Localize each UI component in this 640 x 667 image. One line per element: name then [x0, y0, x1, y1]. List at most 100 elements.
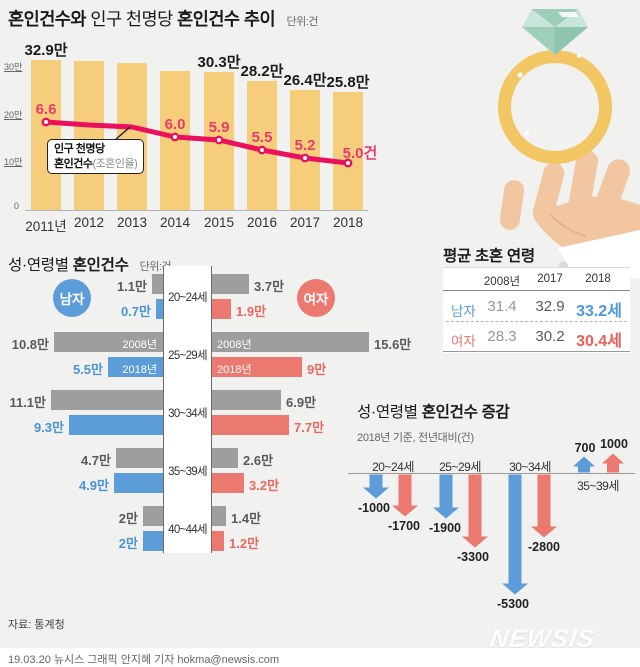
ring-sparkle	[525, 131, 529, 135]
shirt-cuff	[558, 230, 640, 278]
female-value-2018: 1.2만	[229, 536, 260, 551]
female-bar-2018	[212, 473, 244, 493]
male-bar-2008	[143, 506, 163, 526]
female-bar-2018	[212, 531, 224, 551]
male-change-arrow	[363, 474, 389, 499]
line-point	[214, 135, 224, 145]
crude-rate-line	[43, 119, 351, 166]
gold-ring-icon	[498, 50, 612, 164]
line-value-label: 5.5	[251, 129, 273, 146]
callout-line2-rest: (조혼인율)	[92, 157, 138, 170]
ring-sparkle	[517, 72, 523, 78]
female-bar-2018	[212, 299, 231, 319]
change-title-part1: 성·연령별	[357, 404, 418, 421]
male-bar-2008	[152, 274, 163, 294]
trend-bar-value: 25.8만	[326, 74, 370, 91]
male-age-2017: 32.9	[535, 298, 565, 315]
female-bar-2008	[212, 274, 249, 294]
trend-bar	[74, 61, 104, 210]
age-group-label: 20~24세	[168, 292, 207, 304]
age-group-label: 25~29세	[168, 350, 207, 362]
trend-axis-baseline	[25, 210, 368, 211]
callout-pointer	[114, 126, 131, 141]
female-bar-2008	[212, 332, 369, 352]
change-value-label: 1000	[600, 437, 628, 451]
trend-title-part2: 인구 천명당	[90, 9, 173, 29]
line-point	[257, 145, 267, 155]
table-col-2017: 2017	[537, 273, 563, 285]
female-badge: 여자	[297, 279, 335, 317]
table-row-female-label: 여자	[451, 334, 476, 349]
female-year-label-2018: 2018년	[217, 364, 252, 376]
female-year-label-2008: 2008년	[217, 339, 252, 351]
source-note: 자료: 통계청	[8, 619, 65, 631]
trend-x-label: 2014	[159, 215, 191, 230]
line-value-label: 5.9	[208, 119, 230, 136]
male-value-2018: 5.5만	[72, 362, 103, 377]
male-value-2008: 11.1만	[9, 395, 46, 410]
female-value-2018: 1.9만	[236, 304, 267, 319]
female-value-2008: 2.6만	[243, 453, 274, 468]
callout-line2-bold: 혼인건수	[54, 157, 93, 170]
male-bar-2008	[116, 448, 163, 468]
trend-bar-value: 32.9만	[24, 42, 68, 59]
trend-bar	[290, 90, 320, 210]
line-point	[41, 117, 51, 127]
female-change-arrow	[602, 453, 624, 473]
female-bar-2018	[212, 415, 289, 435]
table-bottom-border	[443, 351, 630, 352]
trend-x-label: 2015	[203, 215, 235, 230]
male-year-label-2008: 2008년	[122, 339, 157, 351]
trend-title-part3: 혼인건수 추이	[177, 9, 276, 29]
trend-chart-title: 혼인건수와 인구 천명당 혼인건수 추이 단위:건	[8, 6, 318, 31]
change-axis-line	[348, 473, 635, 474]
change-value-label: -3300	[457, 550, 489, 564]
credit-line: 19.03.20 뉴시스 그래픽 안지혜 기자 hokma@newsis.com	[8, 654, 280, 666]
first-marriage-age-table	[443, 267, 630, 353]
table-col-2018: 2018	[585, 273, 611, 285]
line-point	[170, 132, 180, 142]
trend-bar	[31, 60, 61, 210]
male-change-arrow	[433, 474, 459, 519]
pyramid-title-part1: 성·연령별	[8, 257, 69, 274]
male-bar-2018	[143, 531, 163, 551]
male-change-arrow	[502, 474, 528, 595]
change-age-label: 25~29세	[439, 460, 481, 474]
age-group-label: 30~34세	[168, 408, 207, 420]
trend-ytick-0: 0	[14, 201, 20, 211]
change-age-label: 20~24세	[372, 460, 414, 474]
line-point	[300, 153, 310, 163]
male-bar-2018	[114, 473, 163, 493]
female-age-2018: 30.4세	[576, 333, 622, 350]
change-value-label: 700	[574, 441, 596, 455]
trend-ytick-30: 30만	[4, 62, 23, 72]
trend-ytick-20: 20만	[4, 110, 23, 120]
female-age-2008: 28.3	[487, 328, 517, 345]
line-value-label: 5.0건	[342, 145, 378, 162]
male-value-2008: 2만	[118, 511, 138, 526]
trend-x-label: 2016	[246, 215, 278, 230]
trend-unit-label: 단위:건	[286, 16, 318, 28]
table-row-divider	[446, 321, 627, 322]
change-chart-title: 성·연령별 혼인건수 증감	[357, 400, 510, 422]
female-value-2018: 3.2만	[249, 478, 280, 493]
callout-line1: 인구 천명당	[54, 143, 105, 155]
trend-chart-area: 32.9만 2011년 2012 2013 2014 30.3만 2015 28.2만 2016…	[0, 0, 640, 260]
female-value-2018: 7.7만	[294, 420, 325, 435]
change-value-label: -2800	[528, 540, 560, 554]
change-value-label: -1700	[388, 519, 420, 533]
trend-x-label: 2018	[332, 215, 364, 230]
pyramid-chart-area: 20~24세 1.1만 0.7만 3.7만 1.9만 25~29세 10.8만 5.5만 15.…	[9, 274, 411, 551]
change-value-label: -1900	[429, 521, 461, 535]
table-title: 평균 초혼 연령	[443, 248, 535, 265]
trend-x-label: 2013	[116, 215, 148, 230]
trend-ytick-10: 10만	[4, 157, 23, 167]
male-change-arrow	[573, 456, 595, 473]
male-value-2008: 10.8만	[11, 337, 49, 352]
trend-bar-value: 28.2만	[240, 63, 284, 80]
male-value-2018: 4.9만	[78, 478, 109, 493]
male-value-2008: 1.1만	[116, 279, 147, 294]
age-group-label: 40~44세	[168, 524, 207, 536]
trend-title-part1: 혼인건수와	[8, 9, 87, 29]
